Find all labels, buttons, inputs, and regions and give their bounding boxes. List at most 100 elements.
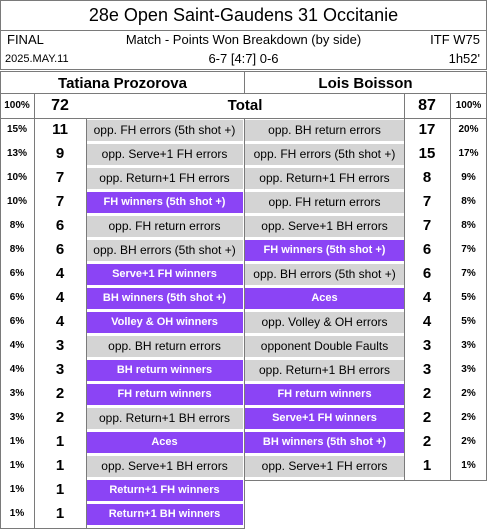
table-row: opp. FH return errors 7 8% — [0, 190, 487, 214]
round-label: FINAL — [7, 32, 44, 47]
left-count: 6 — [55, 217, 65, 234]
right-pct: 9% — [461, 172, 476, 183]
table-row: opp. FH errors (5th shot +) 15 17% — [0, 142, 487, 166]
table-row: 1% 1 Aces — [0, 430, 487, 454]
right-category: opp. FH errors (5th shot +) — [245, 144, 404, 165]
left-count: 4 — [55, 289, 65, 306]
left-category: BH return winners — [86, 360, 243, 381]
match-info-bar: FINAL Match - Points Won Breakdown (by s… — [0, 30, 487, 70]
right-category: FH winners (5th shot +) — [245, 240, 404, 261]
tournament-title: 28e Open Saint-Gaudens 31 Occitanie — [88, 5, 399, 25]
left-category: opp. Return+1 BH errors — [86, 408, 243, 429]
right-category: Aces — [245, 288, 404, 309]
right-count: 6 — [422, 241, 432, 258]
title-bar: 28e Open Saint-Gaudens 31 Occitanie — [0, 0, 487, 30]
left-count: 1 — [55, 481, 65, 498]
right-pct: 3% — [461, 364, 476, 375]
left-pct: 3% — [9, 412, 25, 423]
grid-line — [244, 118, 245, 528]
left-pct: 8% — [9, 244, 25, 255]
right-category: opp. Volley & OH errors — [245, 312, 404, 333]
left-count: 3 — [55, 337, 65, 354]
total-label: Total — [227, 97, 263, 114]
right-count: 2 — [422, 385, 432, 402]
left-count: 2 — [55, 409, 65, 426]
right-count: 4 — [422, 289, 432, 306]
left-category: Return+1 BH winners — [86, 504, 243, 525]
grid-line — [0, 94, 1, 528]
right-count: 8 — [422, 169, 432, 186]
table-row: 8% 6 opp. FH return errors — [0, 214, 487, 238]
table-row: 6% 4 BH winners (5th shot +) — [0, 286, 487, 310]
table-row: opp. Return+1 FH errors 8 9% — [0, 166, 487, 190]
left-category: opp. FH errors (5th shot +) — [86, 120, 243, 141]
left-category: BH winners (5th shot +) — [86, 288, 243, 309]
table-row: Aces 4 5% — [0, 286, 487, 310]
table-row: 1% 1 Return+1 BH winners — [0, 502, 487, 526]
right-category: Serve+1 FH winners — [245, 408, 404, 429]
right-count: 15 — [418, 145, 436, 162]
left-pct: 4% — [9, 340, 25, 351]
right-category: FH return winners — [245, 384, 404, 405]
right-pct: 1% — [461, 460, 476, 471]
left-category: FH return winners — [86, 384, 243, 405]
table-row: FH winners (5th shot +) 6 7% — [0, 238, 487, 262]
left-count: 11 — [52, 121, 68, 138]
total-right-pct: 100% — [455, 100, 482, 111]
left-category: Aces — [86, 432, 243, 453]
right-pct: 7% — [461, 244, 476, 255]
left-pct: 13% — [6, 148, 27, 159]
table-row: 1% 1 Return+1 FH winners — [0, 478, 487, 502]
left-category: opp. Serve+1 BH errors — [86, 456, 243, 477]
grid-line — [0, 528, 245, 529]
right-pct: 8% — [461, 196, 476, 207]
grid-line — [34, 94, 35, 528]
left-pct: 1% — [9, 484, 25, 495]
right-pct: 8% — [461, 220, 476, 231]
level-label: ITF W75 — [430, 32, 480, 47]
left-pct: 3% — [9, 388, 25, 399]
match-date: 2025.MAY.11 — [5, 53, 69, 65]
table-row: 3% 2 FH return winners — [0, 382, 487, 406]
left-category: FH winners (5th shot +) — [86, 192, 243, 213]
table-row: 10% 7 FH winners (5th shot +) — [0, 190, 487, 214]
left-pct: 1% — [9, 508, 25, 519]
table-row: 8% 6 opp. BH errors (5th shot +) — [0, 238, 487, 262]
player-right-name: Lois Boisson — [244, 71, 487, 94]
table-row: opp. Volley & OH errors 4 5% — [0, 310, 487, 334]
grid-line — [86, 118, 87, 528]
left-count: 4 — [55, 265, 65, 282]
player-names-bar: Tatiana Prozorova Lois Boisson — [0, 71, 487, 94]
left-category: Volley & OH winners — [86, 312, 243, 333]
right-category: opp. Return+1 FH errors — [245, 168, 404, 189]
left-pct: 4% — [9, 364, 25, 375]
left-pct: 10% — [6, 196, 27, 207]
grid-line — [404, 94, 405, 480]
right-category: opp. Serve+1 FH errors — [245, 456, 404, 477]
right-pct: 2% — [461, 412, 476, 423]
grid-line — [450, 94, 451, 480]
table-row: 15% 11 opp. FH errors (5th shot +) — [0, 118, 487, 142]
right-category: opp. BH errors (5th shot +) — [245, 264, 404, 285]
table-row: opp. Return+1 BH errors 3 3% — [0, 358, 487, 382]
right-pct: 17% — [458, 148, 479, 159]
table-row: opp. BH errors (5th shot +) 6 7% — [0, 262, 487, 286]
right-count: 1 — [422, 457, 432, 474]
right-count: 3 — [422, 361, 432, 378]
total-right-count: 87 — [418, 97, 436, 114]
right-count: 17 — [418, 121, 436, 138]
left-pct: 6% — [9, 292, 25, 303]
table-row: 6% 4 Volley & OH winners — [0, 310, 487, 334]
left-count: 9 — [55, 145, 65, 162]
table-row: FH return winners 2 2% — [0, 382, 487, 406]
table-row: opponent Double Faults 3 3% — [0, 334, 487, 358]
total-left-pct: 100% — [4, 100, 30, 111]
right-count: 2 — [422, 433, 432, 450]
right-category: opp. BH return errors — [245, 120, 404, 141]
left-pct: 10% — [6, 172, 27, 183]
left-category: opp. FH return errors — [86, 216, 243, 237]
table-row: opp. BH return errors 17 20% — [0, 118, 487, 142]
match-duration: 1h52' — [448, 51, 480, 66]
right-category: opponent Double Faults — [245, 336, 404, 357]
right-pct: 5% — [461, 292, 476, 303]
